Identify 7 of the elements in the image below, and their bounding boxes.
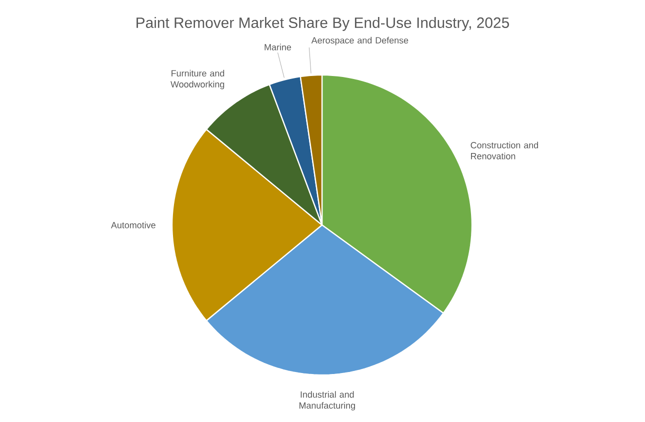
slice-label: Marine xyxy=(264,44,292,50)
slice-label: Furniture and Woodworking xyxy=(170,70,224,90)
chart-title: Paint Remover Market Share By End-Use Industry, 2025 xyxy=(136,17,509,31)
slice-label: Aerospace and Defense xyxy=(311,36,408,46)
slice-label: Industrial and Manufacturing xyxy=(299,391,355,410)
slice-label: Automotive xyxy=(110,222,156,228)
slice-label: Construction and Renovation xyxy=(470,142,538,160)
